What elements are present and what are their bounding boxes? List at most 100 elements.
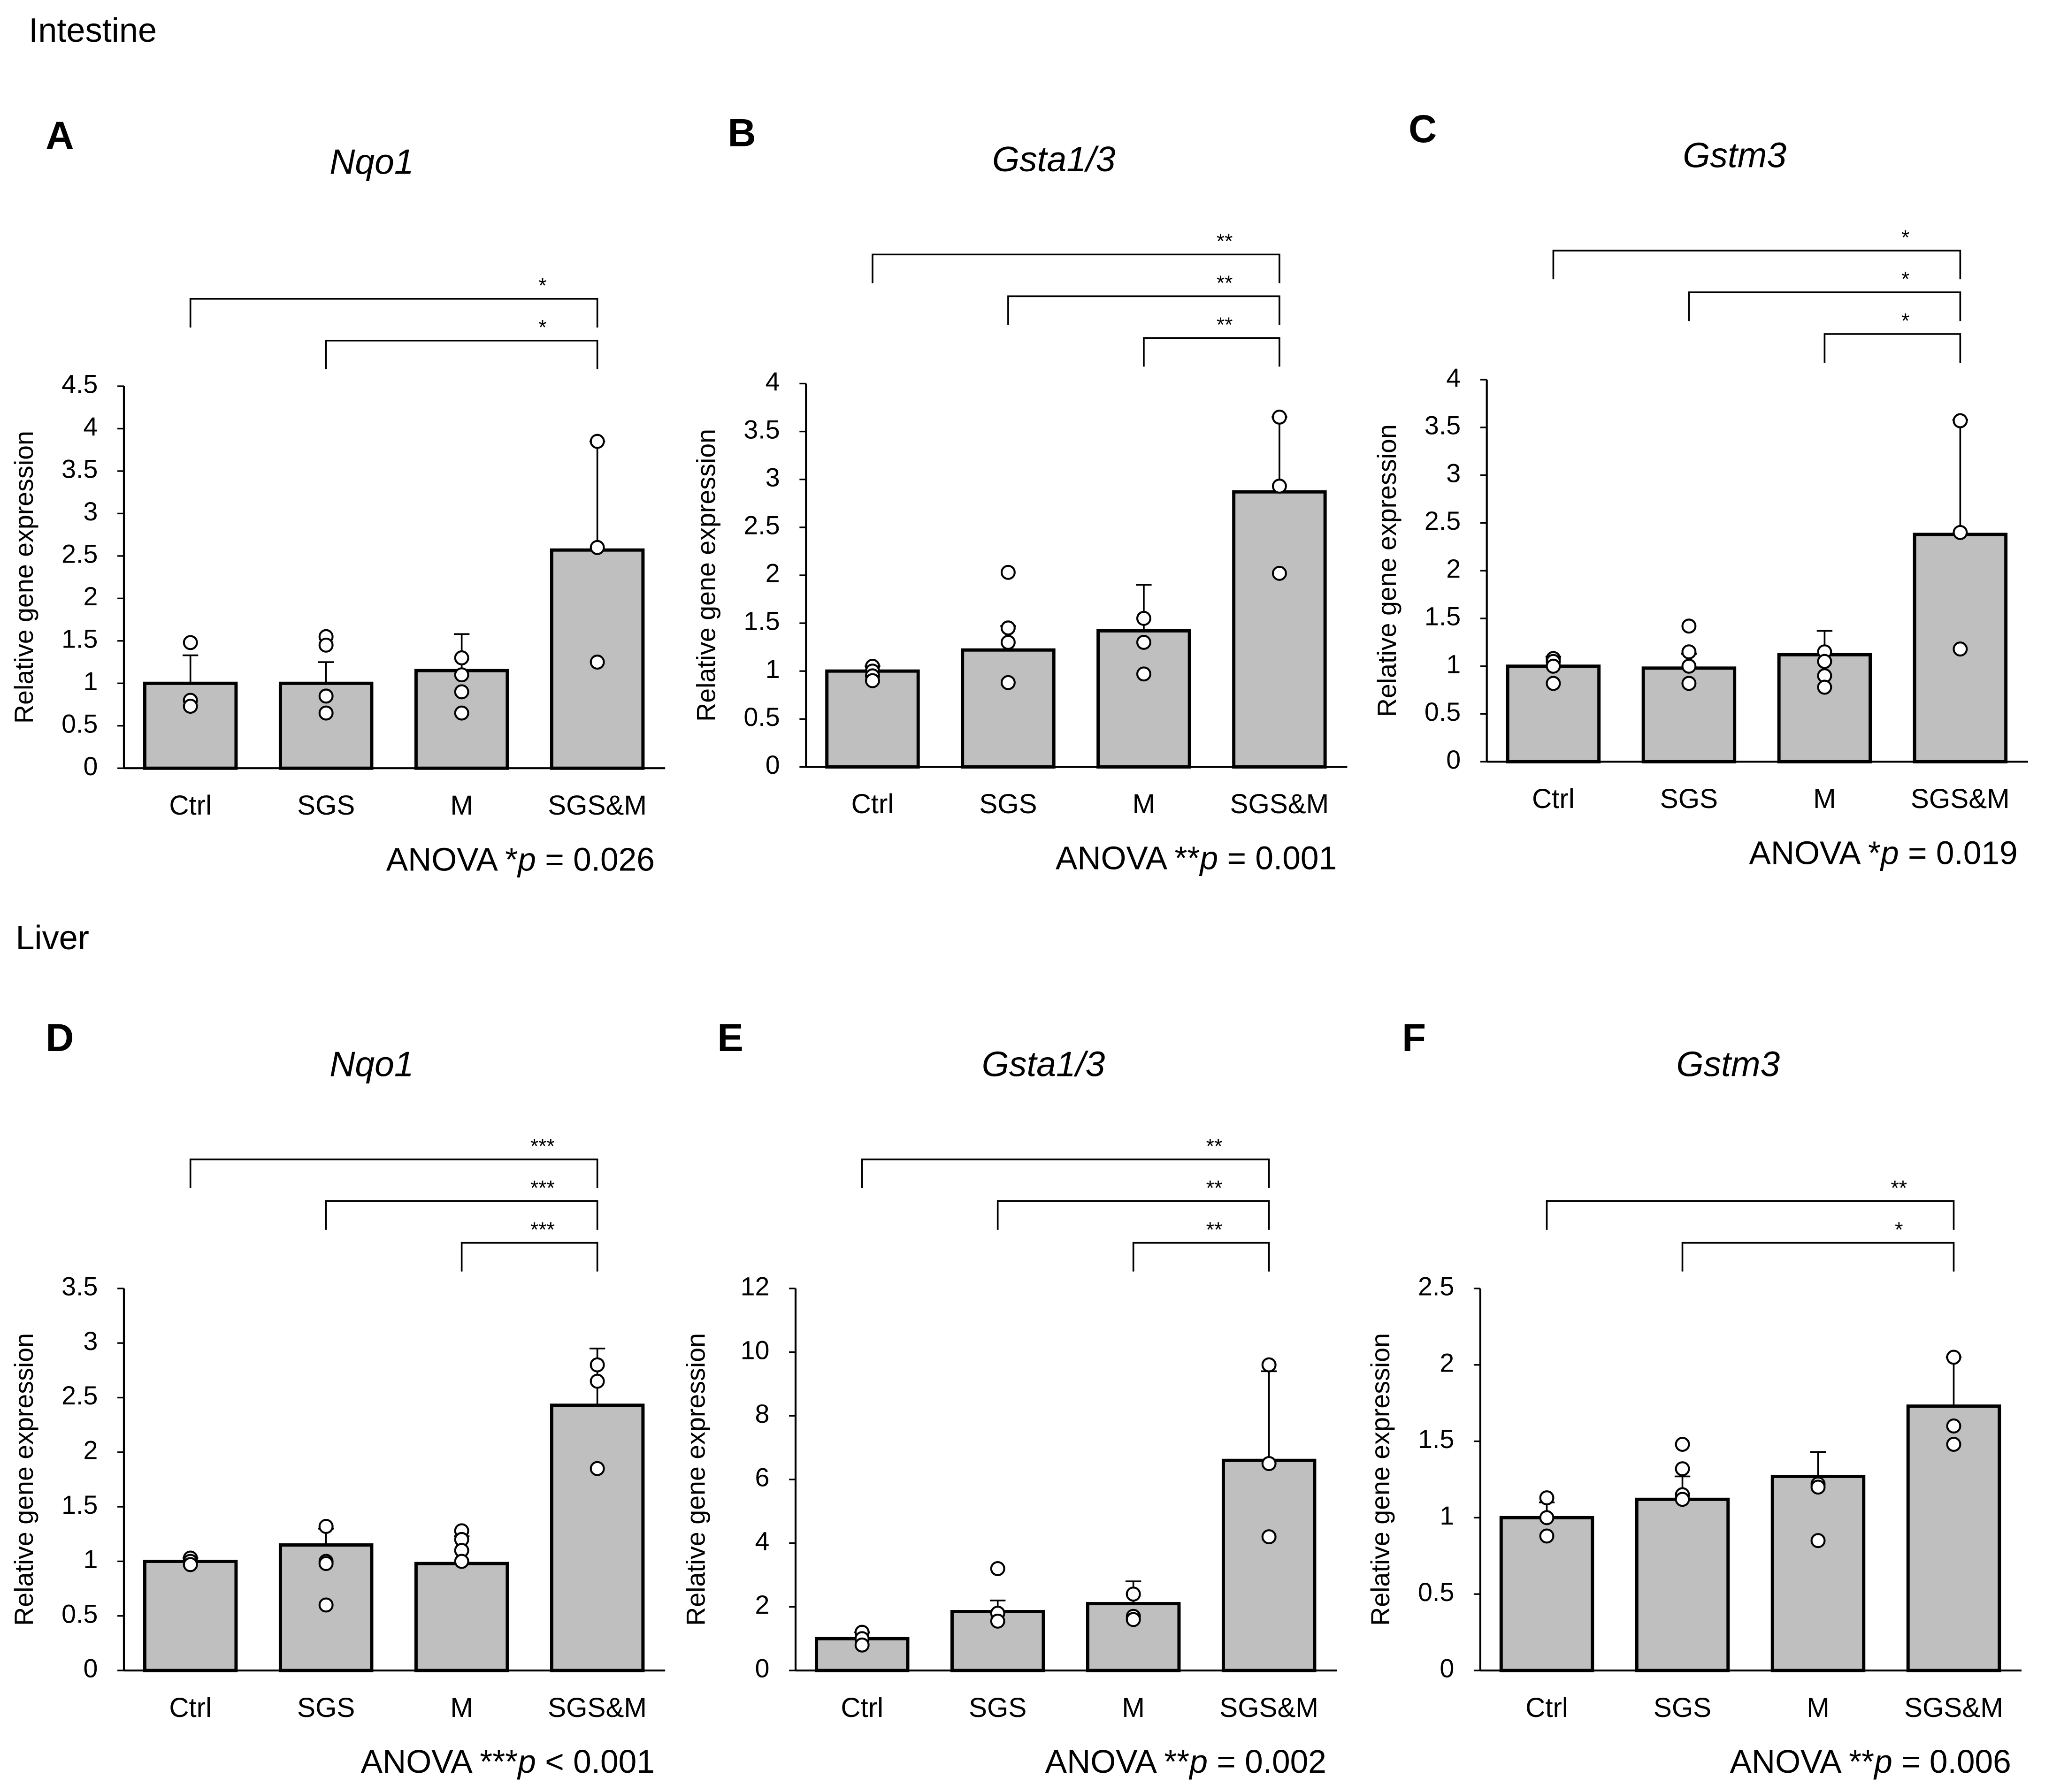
data-point (183, 635, 198, 650)
y-tick-label: 1 (83, 667, 98, 696)
significance-label: *** (530, 1218, 555, 1241)
y-tick-label: 3 (766, 463, 780, 492)
y-tick-label: 2.5 (61, 540, 98, 569)
data-point (183, 1557, 198, 1572)
y-tick-label: 0 (83, 1654, 98, 1683)
data-point (1675, 1461, 1690, 1477)
error-bar (1810, 1451, 1826, 1477)
anova-prefix: ANOVA *** (361, 1743, 518, 1780)
chart-title: Gsta1/3 (992, 139, 1116, 179)
y-tick-label: 2 (83, 1435, 98, 1464)
significance-bracket (460, 1242, 598, 1272)
x-tick-label: SGS&M (1904, 1693, 2003, 1723)
data-point (1675, 1437, 1690, 1452)
y-tick-label: 3 (83, 497, 98, 526)
y-tick-label: 2 (755, 1590, 770, 1619)
y-tick-label: 0 (1440, 1654, 1454, 1683)
data-point (1000, 564, 1016, 580)
data-point (1261, 1357, 1277, 1373)
y-tick-label: 0.5 (1425, 697, 1461, 726)
y-axis-label: Relative gene expression (9, 1333, 38, 1626)
data-point (454, 1554, 469, 1569)
y-tick-label: 3 (1446, 458, 1461, 488)
data-point (454, 650, 469, 665)
section-label: Intestine (29, 12, 157, 49)
significance-label: ** (1206, 1218, 1223, 1241)
anova-italic: p (1199, 840, 1218, 877)
x-tick-label: M (1133, 789, 1156, 819)
data-point (318, 1597, 334, 1613)
y-tick-label: 0.5 (61, 709, 98, 738)
y-tick-label: 2.5 (1418, 1272, 1454, 1301)
anova-italic: p (1188, 1743, 1208, 1780)
error-bar (318, 661, 334, 684)
x-tick-label: M (450, 790, 473, 821)
data-point (318, 705, 334, 721)
data-point (1953, 413, 1968, 428)
significance-bracket (1552, 250, 1961, 280)
anova-italic: p (517, 1743, 536, 1780)
y-tick-label: 0 (755, 1654, 770, 1683)
y-tick-label: 2 (1446, 554, 1461, 583)
significance-bracket (1823, 333, 1961, 363)
significance-bracket (1681, 1242, 1955, 1272)
error-bar (589, 440, 605, 550)
y-axis-label: Relative gene expression (9, 431, 38, 724)
anova-italic: p (1873, 1743, 1892, 1780)
data-point (183, 699, 198, 714)
significance-label: ** (1891, 1176, 1907, 1199)
significance-label: *** (530, 1135, 555, 1158)
x-tick-label: Ctrl (841, 1693, 883, 1723)
x-tick-label: Ctrl (851, 789, 894, 819)
x-tick-label: Ctrl (169, 1693, 212, 1723)
y-tick-label: 3.5 (61, 1272, 98, 1301)
y-tick-label: 1.5 (1425, 602, 1461, 631)
y-tick-label: 1 (766, 655, 780, 684)
x-tick-label: M (450, 1693, 473, 1723)
y-tick-label: 4 (1446, 363, 1461, 392)
error-bar (1952, 419, 1968, 534)
x-tick-label: SGS (979, 789, 1037, 819)
y-tick-label: 10 (741, 1335, 770, 1365)
y-tick-label: 1 (1446, 649, 1461, 679)
x-tick-label: SGS&M (548, 1693, 647, 1723)
significance-label: * (1901, 310, 1909, 333)
data-point (590, 434, 605, 449)
x-tick-label: M (1122, 1693, 1145, 1723)
anova-suffix: = 0.006 (1892, 1743, 2011, 1780)
data-point (1817, 679, 1832, 695)
significance-label: ** (1217, 230, 1233, 253)
data-point (454, 684, 469, 700)
data-point (1946, 1437, 1961, 1452)
anova-italic: p (1880, 835, 1899, 871)
y-tick-label: 2 (83, 582, 98, 611)
bar (1770, 1474, 1866, 1672)
data-point (1546, 658, 1561, 674)
significance-bracket (861, 1158, 1270, 1188)
anova-annotation: ANOVA *p = 0.019 (1749, 835, 2018, 871)
anova-annotation: ANOVA **p = 0.006 (1730, 1743, 2011, 1780)
data-point (1126, 1612, 1141, 1627)
anova-prefix: ANOVA ** (1730, 1743, 1875, 1780)
y-tick-label: 3.5 (743, 415, 780, 444)
section-label: Liver (15, 919, 89, 957)
data-point (454, 705, 469, 721)
anova-annotation: ANOVA **p = 0.002 (1045, 1743, 1326, 1780)
data-point (1136, 666, 1151, 682)
y-tick-label: 1 (83, 1545, 98, 1574)
y-tick-label: 0.5 (743, 702, 780, 732)
x-tick-label: SGS (1660, 784, 1718, 814)
bar (961, 648, 1056, 769)
data-point (1126, 1586, 1141, 1602)
x-tick-label: M (1813, 784, 1836, 814)
anova-suffix: = 0.019 (1899, 835, 2018, 871)
data-point (1271, 409, 1287, 425)
y-tick-label: 0.5 (61, 1599, 98, 1628)
panel-letter: D (46, 1016, 74, 1060)
data-point (1953, 641, 1968, 657)
data-point (1000, 620, 1016, 636)
y-tick-label: 1.5 (61, 1490, 98, 1519)
data-point (865, 673, 880, 688)
x-tick-label: SGS (297, 1693, 355, 1723)
y-tick-label: 2.5 (1425, 506, 1461, 535)
